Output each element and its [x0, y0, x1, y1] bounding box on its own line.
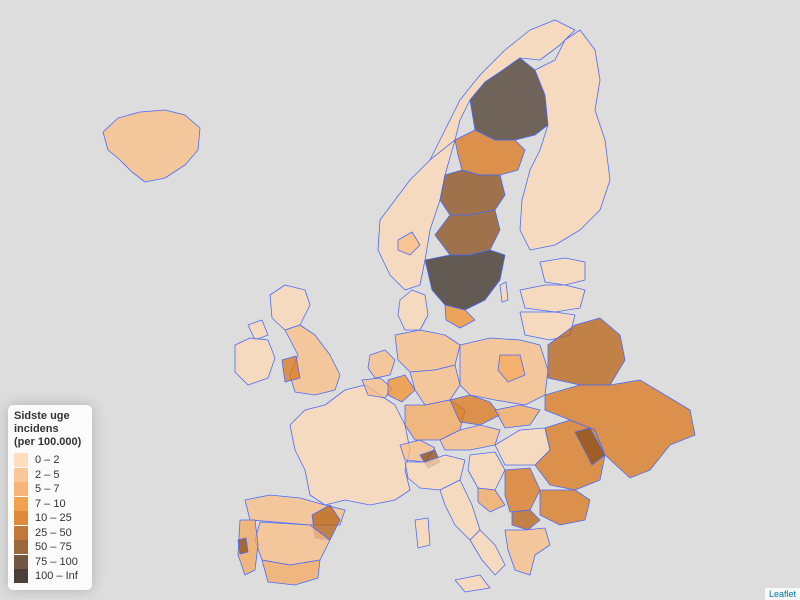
legend-label: 0 – 2 — [35, 454, 60, 467]
leaflet-attribution[interactable]: Leaflet — [764, 588, 800, 600]
region-netherlands[interactable] — [367, 349, 396, 379]
region-estonia[interactable] — [539, 257, 586, 286]
legend-item: 50 – 75 — [14, 540, 86, 555]
legend-item: 5 – 7 — [14, 482, 86, 497]
legend-swatch — [14, 540, 28, 555]
legend-item: 7 – 10 — [14, 496, 86, 512]
legend-swatch — [14, 511, 28, 526]
legend-label: 7 – 10 — [35, 497, 66, 510]
region-scotland[interactable] — [269, 284, 311, 331]
region-finland[interactable] — [519, 29, 611, 251]
legend-label: 10 – 25 — [35, 512, 72, 525]
legend-label: 100 – Inf — [35, 570, 78, 583]
region-ireland[interactable] — [234, 337, 276, 386]
region-sweden-dalarna[interactable] — [434, 209, 501, 256]
region-denmark[interactable] — [397, 289, 429, 331]
region-latvia[interactable] — [519, 284, 586, 313]
legend-swatch — [14, 467, 28, 482]
region-france[interactable] — [289, 384, 411, 506]
legend-item: 10 – 25 — [14, 511, 86, 526]
region-macedonia[interactable] — [511, 509, 541, 531]
region-belarus[interactable] — [547, 317, 626, 386]
region-portugal[interactable] — [237, 519, 259, 576]
region-norway-south[interactable] — [377, 139, 456, 291]
region-bulgaria[interactable] — [539, 489, 591, 526]
region-gotland[interactable] — [499, 281, 509, 303]
legend-label: 25 – 50 — [35, 526, 72, 539]
legend-title: Sidste uge incidens (per 100.000) — [14, 410, 82, 448]
legend-swatch — [14, 525, 28, 540]
legend-swatch — [14, 554, 28, 569]
region-sweden-jamtland[interactable] — [439, 169, 506, 216]
legend-item: 25 – 50 — [14, 525, 86, 541]
legend-label: 5 – 7 — [35, 483, 60, 496]
region-germany-north[interactable] — [394, 329, 461, 373]
region-northern-ireland[interactable] — [247, 319, 269, 341]
region-sweden-vasterbotten[interactable] — [454, 129, 526, 176]
map-legend: Sidste uge incidens (per 100.000) 0 – 2 … — [8, 405, 92, 590]
legend-label: 50 – 75 — [35, 541, 72, 554]
region-sardinia[interactable] — [414, 517, 431, 549]
region-sweden-south[interactable] — [424, 249, 506, 311]
legend-item: 2 – 5 — [14, 467, 86, 483]
region-portugal-lisbon[interactable] — [237, 537, 249, 555]
region-bosnia[interactable] — [477, 487, 506, 513]
region-sicily[interactable] — [454, 574, 491, 593]
region-norway-north[interactable] — [429, 19, 576, 161]
region-slovakia[interactable] — [494, 404, 541, 429]
region-iceland[interactable] — [102, 109, 201, 183]
region-poland-east[interactable] — [497, 354, 526, 383]
region-sweden-skane[interactable] — [444, 304, 476, 329]
legend-swatch — [14, 496, 28, 511]
region-italy-south[interactable] — [469, 529, 506, 576]
region-norway-vestland[interactable] — [397, 231, 421, 256]
legend-swatch — [14, 453, 28, 468]
region-austria[interactable] — [439, 424, 501, 451]
region-germany-nrw[interactable] — [387, 374, 416, 403]
legend-item: 100 – Inf — [14, 569, 86, 584]
region-germany-central[interactable] — [409, 364, 461, 406]
legend-label: 75 – 100 — [35, 555, 78, 568]
legend-swatch — [14, 482, 28, 497]
region-wales[interactable] — [281, 355, 301, 383]
region-spain-south[interactable] — [261, 559, 321, 586]
region-serbia[interactable] — [504, 467, 541, 513]
legend-item: 0 – 2 — [14, 453, 86, 468]
region-greece[interactable] — [504, 527, 551, 576]
attribution-link[interactable]: Leaflet — [768, 589, 796, 599]
legend-swatch — [14, 569, 28, 584]
region-ukraine[interactable] — [544, 379, 696, 479]
legend-label: 2 – 5 — [35, 468, 60, 481]
region-italy-central[interactable] — [439, 479, 481, 541]
legend-item: 75 – 100 — [14, 554, 86, 570]
region-slovenia-croatia[interactable] — [467, 451, 506, 491]
